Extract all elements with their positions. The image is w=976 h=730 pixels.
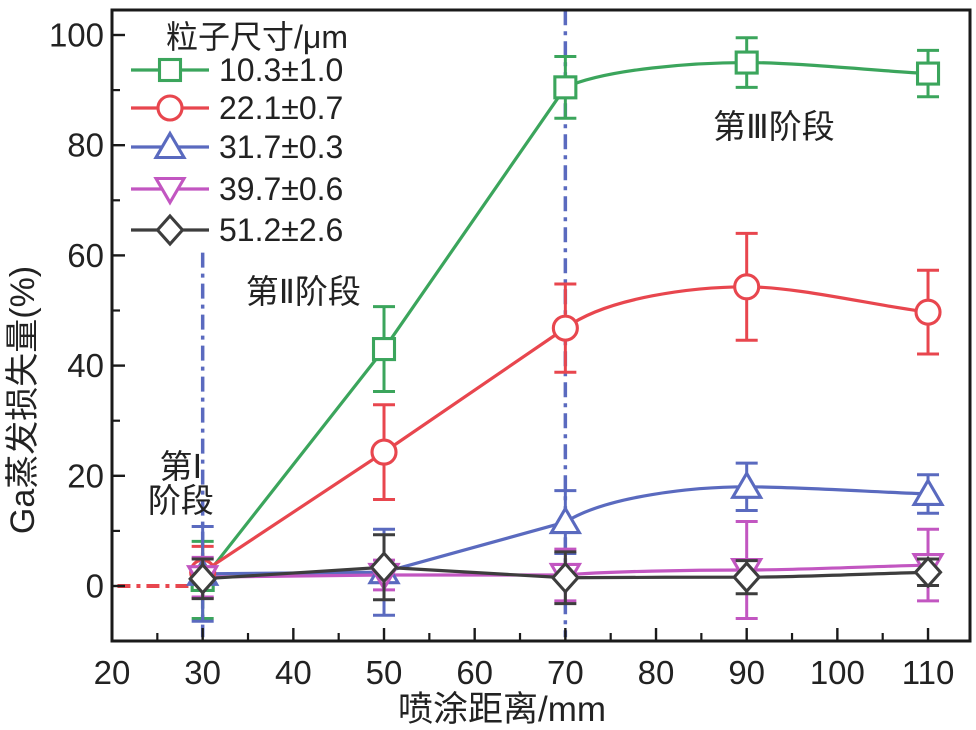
- stage-3-label: 第Ⅲ阶段: [713, 108, 835, 145]
- y-tick-label: 0: [86, 568, 104, 605]
- x-tick-label: 80: [638, 654, 675, 691]
- marker-diamond: [369, 550, 399, 584]
- legend-marker-square: [157, 57, 183, 83]
- legend-item: 22.1±0.7: [131, 90, 343, 126]
- x-tick-label: 50: [366, 654, 403, 691]
- marker-circle: [914, 298, 942, 326]
- marker-diamond: [913, 555, 943, 589]
- y-tick-label: 20: [67, 457, 104, 494]
- marker-circle: [370, 438, 398, 466]
- legend-marker-circle: [156, 94, 184, 122]
- x-axis-title: 喷涂距离/mm: [398, 690, 606, 729]
- legend-label: 39.7±0.6: [219, 171, 343, 207]
- marker-diamond: [550, 561, 580, 595]
- y-tick-label: 40: [67, 347, 104, 384]
- y-axis: 0 20 40 60 80 100: [49, 17, 125, 605]
- y-tick-label: 60: [67, 237, 104, 274]
- marker-square: [371, 337, 397, 362]
- x-tick-label: 110: [902, 654, 955, 691]
- legend-title: 粒子尺寸/μm: [166, 19, 348, 55]
- marker-circle: [551, 314, 579, 342]
- legend-item: 39.7±0.6: [131, 171, 343, 207]
- series-4-points: [188, 533, 943, 606]
- marker-diamond: [188, 562, 218, 596]
- stage-1-label: 第Ⅰ: [160, 448, 203, 485]
- legend-label: 22.1±0.7: [219, 90, 343, 126]
- legend-label: 31.7±0.3: [219, 129, 343, 165]
- stage-2-label: 第Ⅱ阶段: [246, 273, 361, 310]
- x-tick-label: 20: [94, 654, 131, 691]
- legend-label: 10.3±1.0: [219, 52, 343, 88]
- x-tick-label: 40: [275, 654, 312, 691]
- marker-square: [553, 75, 578, 100]
- marker-square: [915, 61, 941, 86]
- legend-marker-triangle-down: [153, 176, 187, 206]
- marker-triangle-up: [911, 477, 945, 507]
- marker-circle: [733, 273, 761, 301]
- y-tick-label: 80: [67, 127, 104, 164]
- marker-triangle-up: [729, 470, 764, 499]
- marker-diamond: [732, 560, 762, 594]
- x-tick-label: 100: [810, 654, 865, 691]
- plot-frame: [110, 8, 972, 643]
- legend-marker-diamond: [155, 213, 185, 247]
- x-axis: 20 30 40 50 60 70 80 90 100 110: [94, 628, 955, 691]
- marker-triangle-up: [548, 505, 583, 535]
- legend-item: 10.3±1.0: [131, 52, 343, 88]
- legend-marker-triangle-up: [153, 130, 187, 160]
- x-tick-label: 30: [184, 654, 221, 691]
- stage-1-label: 阶段: [148, 482, 214, 519]
- y-tick-label: 100: [49, 17, 104, 54]
- legend-item: 31.7±0.3: [131, 129, 343, 165]
- x-tick-label: 60: [456, 654, 493, 691]
- data-series: [185, 36, 945, 623]
- y-axis-title: Ga蒸发损失量(%): [4, 266, 42, 534]
- x-tick-label: 90: [728, 654, 765, 691]
- x-tick-label: 70: [547, 654, 584, 691]
- legend-item: 51.2±2.6: [131, 212, 343, 248]
- legend-label: 51.2±2.6: [219, 212, 343, 248]
- marker-square: [734, 50, 759, 75]
